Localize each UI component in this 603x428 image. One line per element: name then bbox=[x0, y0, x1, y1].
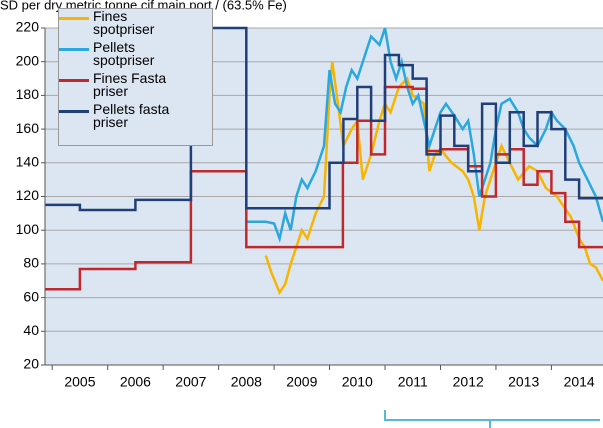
legend: Fines spotpriser Pellets spotpriser Fines … bbox=[58, 8, 213, 146]
legend-swatch bbox=[59, 48, 89, 51]
x-tick-label: 2005 bbox=[64, 374, 95, 390]
series-line bbox=[45, 85, 603, 291]
legend-label: Pellets fasta priser bbox=[93, 101, 170, 130]
legend-label: Fines spotpriser bbox=[93, 8, 155, 37]
x-tick-label: 2008 bbox=[231, 374, 262, 390]
series-line bbox=[264, 61, 603, 296]
y-tick-label: 200 bbox=[16, 52, 40, 68]
y-tick-label: 100 bbox=[16, 221, 40, 237]
x-tick-label: 2010 bbox=[342, 374, 373, 390]
bracket bbox=[384, 410, 600, 428]
y-tick-label: 220 bbox=[16, 19, 40, 35]
legend-entry: Pellets fasta priser bbox=[59, 101, 173, 130]
x-tick-label: 2011 bbox=[398, 374, 428, 390]
x-tick-label: 2012 bbox=[453, 374, 484, 390]
legend-entry: Fines Fasta priser bbox=[59, 70, 173, 99]
y-tick-label: 80 bbox=[23, 255, 39, 271]
legend-entry: Fines spotpriser bbox=[59, 8, 173, 37]
y-tick-label: 160 bbox=[16, 120, 40, 136]
y-tick-label: 20 bbox=[23, 356, 39, 372]
legend-label: Fines Fasta priser bbox=[93, 70, 167, 99]
series-line bbox=[45, 26, 603, 212]
x-tick-label: 2007 bbox=[175, 374, 206, 390]
x-tick-label: 2014 bbox=[564, 374, 595, 390]
y-tick-label: 60 bbox=[23, 288, 39, 304]
legend-entry: Pellets spotpriser bbox=[59, 39, 173, 68]
legend-swatch bbox=[59, 110, 89, 113]
legend-swatch bbox=[59, 79, 89, 82]
y-tick-label: 180 bbox=[16, 86, 40, 102]
legend-swatch bbox=[59, 17, 89, 20]
x-tick-label: 2013 bbox=[508, 374, 539, 390]
y-tick-label: 140 bbox=[16, 154, 40, 170]
legend-label: Pellets spotpriser bbox=[93, 39, 155, 68]
x-tick-label: 2006 bbox=[120, 374, 151, 390]
y-tick-label: 120 bbox=[16, 187, 40, 203]
y-tick-label: 40 bbox=[23, 322, 39, 338]
x-tick-label: 2009 bbox=[286, 374, 317, 390]
